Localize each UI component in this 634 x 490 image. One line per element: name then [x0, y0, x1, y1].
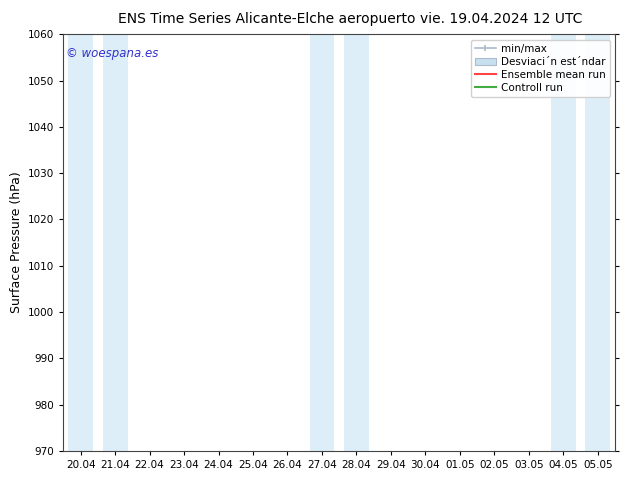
Bar: [309, 34, 334, 451]
Bar: [344, 34, 369, 451]
Bar: [585, 34, 610, 451]
Bar: [68, 34, 93, 451]
Y-axis label: Surface Pressure (hPa): Surface Pressure (hPa): [10, 172, 23, 314]
Bar: [103, 34, 127, 451]
Bar: [551, 34, 576, 451]
Text: © woespana.es: © woespana.es: [66, 47, 158, 60]
Text: ENS Time Series Alicante-Elche aeropuerto: ENS Time Series Alicante-Elche aeropuert…: [117, 12, 415, 26]
Legend: min/max, Desviaci´n est´ndar, Ensemble mean run, Controll run: min/max, Desviaci´n est´ndar, Ensemble m…: [470, 40, 610, 97]
Text: vie. 19.04.2024 12 UTC: vie. 19.04.2024 12 UTC: [420, 12, 582, 26]
